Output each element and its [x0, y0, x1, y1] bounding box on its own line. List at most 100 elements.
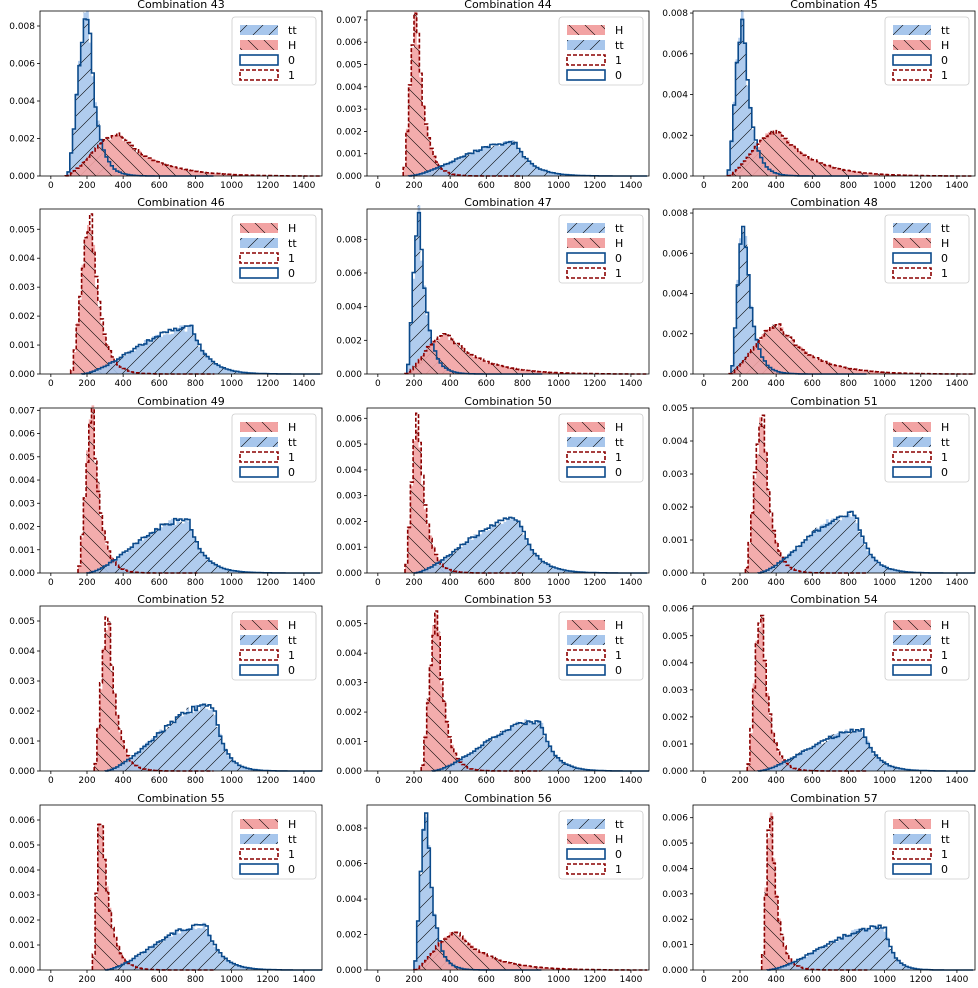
legend: Htt 1 0 [231, 810, 317, 880]
legend-label: 0 [288, 863, 295, 876]
legend-label: 0 [615, 466, 622, 479]
y-tick-label: 0.007 [336, 16, 362, 26]
legend: Htt 1 0 [884, 810, 970, 880]
panel-title: Combination 53 [464, 593, 551, 606]
x-tick-label: 1200 [909, 181, 932, 191]
hist-step-red [93, 616, 214, 772]
y-tick-label: 0.002 [336, 517, 362, 527]
y-tick-label: 0.007 [9, 406, 35, 416]
legend-label: 1 [288, 252, 295, 265]
x-tick-label: 800 [187, 776, 204, 786]
y-tick-label: 0.000 [336, 370, 362, 380]
legend: Htt 1 0 [558, 611, 644, 681]
legend: tt H 0 1 [558, 214, 644, 284]
axes-frame [39, 208, 323, 375]
legend-hatch-blue [567, 819, 605, 829]
x-tick-label: 800 [840, 975, 857, 985]
panel-title: Combination 43 [137, 0, 224, 11]
axes-frame [692, 605, 976, 772]
legend-label: H [288, 818, 296, 831]
x-tick-label: 1000 [873, 181, 896, 191]
legend-label: 0 [615, 664, 622, 677]
legend-hatch-red [567, 834, 605, 844]
y-tick-label: 0.001 [9, 341, 35, 351]
x-tick-label: 600 [478, 578, 495, 588]
x-tick-label: 1200 [256, 975, 279, 985]
x-tick-label: 0 [48, 975, 54, 985]
x-tick-label: 1200 [583, 379, 606, 389]
legend-label: tt [615, 222, 624, 235]
panel-4: Combination 46 0 200 400 600 800 1000 1200 1400 0… [9, 196, 323, 389]
y-tick-label: 0.006 [336, 38, 362, 48]
x-tick-label: 400 [115, 181, 132, 191]
x-tick-label: 200 [78, 379, 95, 389]
x-tick-label: 600 [804, 776, 821, 786]
legend: Htt 1 0 [884, 611, 970, 681]
x-tick-label: 0 [48, 776, 54, 786]
legend-label: H [288, 619, 296, 632]
legend-step-red [566, 451, 606, 463]
legend-label: 1 [941, 451, 948, 464]
x-tick-label: 200 [78, 181, 95, 191]
hist-hatch-red [403, 11, 523, 177]
x-tick-label: 0 [375, 776, 381, 786]
y-tick-label: 0.000 [662, 370, 688, 380]
x-tick-label: 1000 [873, 975, 896, 985]
y-tick-label: 0.004 [336, 83, 362, 93]
x-tick-label: 800 [840, 776, 857, 786]
y-tick-label: 0.003 [336, 105, 362, 115]
legend-label: H [615, 237, 623, 250]
x-tick-label: 800 [514, 975, 531, 985]
legend-step-blue [892, 466, 932, 478]
legend-step-red [239, 451, 279, 463]
legend-label: 1 [288, 649, 295, 662]
legend-label: 1 [615, 54, 622, 67]
legend-hatch-red [240, 40, 278, 50]
legend-hatch-red [893, 40, 931, 50]
y-tick-label: 0.006 [662, 814, 688, 824]
x-tick-label: 1000 [547, 776, 570, 786]
x-tick-label: 1000 [220, 975, 243, 985]
y-tick-label: 0.001 [662, 740, 688, 750]
hist-hatch-blue [408, 140, 648, 176]
panel-13: Combination 55 0 200 400 600 800 1000 1200 1400 0… [9, 792, 323, 985]
x-tick-label: 0 [375, 578, 381, 588]
x-tick-label: 400 [442, 975, 459, 985]
x-tick-label: 200 [731, 776, 748, 786]
legend: Htt 1 0 [884, 413, 970, 483]
x-tick-label: 200 [405, 776, 422, 786]
y-tick-label: 0.008 [336, 824, 362, 834]
x-tick-label: 1400 [945, 578, 968, 588]
legend-label: 0 [288, 466, 295, 479]
legend-label: tt [615, 436, 624, 449]
x-tick-label: 400 [442, 379, 459, 389]
x-tick-label: 0 [701, 181, 707, 191]
legend-label: 1 [615, 649, 622, 662]
legend-step-red [892, 69, 932, 81]
panel-10: Combination 52 0 200 400 600 800 1000 1200 1400 0… [9, 593, 323, 786]
axes-frame [366, 407, 650, 574]
x-tick-label: 200 [405, 975, 422, 985]
x-tick-label: 600 [804, 379, 821, 389]
panel-14: Combination 56 0 200 400 600 800 1000 1200 1400 0… [336, 792, 650, 985]
panel-3: Combination 45 0 200 400 600 800 1000 1200 1400 0… [662, 0, 976, 191]
x-tick-label: 600 [804, 578, 821, 588]
hist-hatch-blue [67, 10, 214, 176]
panel-title: Combination 44 [464, 0, 551, 11]
x-tick-label: 0 [701, 379, 707, 389]
y-tick-label: 0.002 [336, 127, 362, 137]
legend-label: 1 [941, 649, 948, 662]
x-tick-label: 400 [768, 379, 785, 389]
hist-step-red [402, 12, 523, 177]
hist-hatch-red [421, 614, 541, 771]
legend-step-blue [566, 69, 606, 81]
x-tick-label: 1200 [583, 975, 606, 985]
y-tick-label: 0.004 [336, 895, 362, 905]
x-tick-label: 1400 [619, 379, 642, 389]
hist-hatch-blue [758, 729, 975, 771]
legend-hatch-red [893, 819, 931, 829]
x-tick-label: 1400 [619, 181, 642, 191]
hist-step-blue [104, 923, 322, 971]
y-tick-label: 0.004 [9, 866, 35, 876]
